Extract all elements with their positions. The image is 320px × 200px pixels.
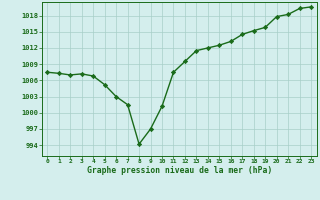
- X-axis label: Graphe pression niveau de la mer (hPa): Graphe pression niveau de la mer (hPa): [87, 166, 272, 175]
